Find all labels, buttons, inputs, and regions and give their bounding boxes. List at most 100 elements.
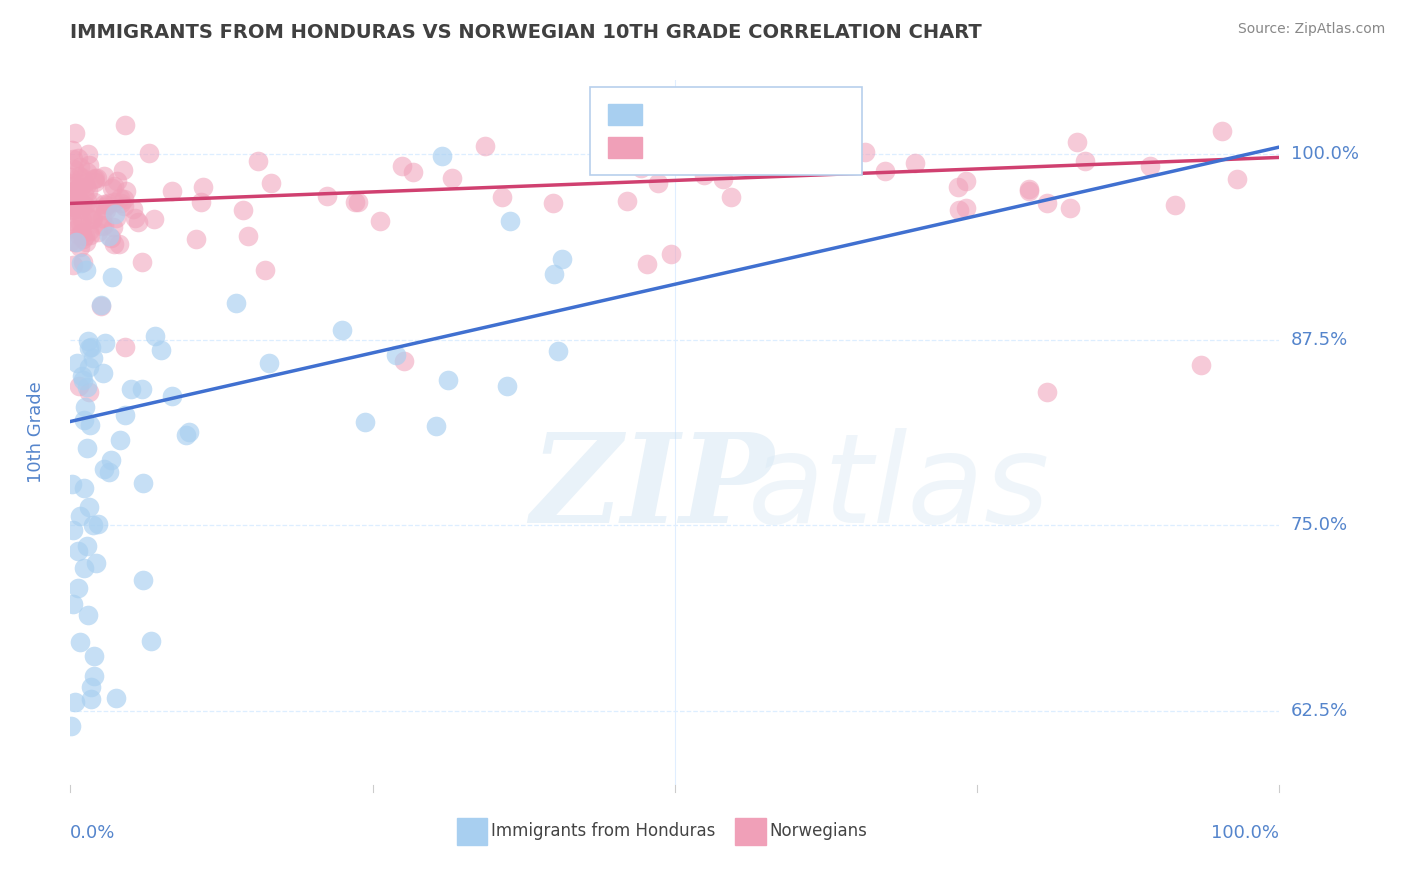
Point bbox=[62, 184, 84, 198]
Point bbox=[76, 608, 98, 623]
Point bbox=[76, 146, 98, 161]
Point bbox=[551, 252, 574, 266]
Text: 10th Grade: 10th Grade bbox=[28, 382, 45, 483]
Point bbox=[75, 262, 97, 277]
Text: Immigrants from Honduras: Immigrants from Honduras bbox=[491, 822, 716, 840]
Point bbox=[70, 213, 93, 227]
Point bbox=[955, 173, 977, 187]
Point bbox=[82, 517, 104, 532]
Text: atlas: atlas bbox=[748, 428, 1049, 549]
Point bbox=[70, 180, 93, 194]
Point bbox=[70, 227, 93, 241]
Point bbox=[96, 195, 118, 210]
Point bbox=[474, 139, 496, 153]
Point bbox=[946, 180, 969, 194]
Point bbox=[315, 188, 337, 202]
Point bbox=[344, 194, 367, 209]
Point bbox=[122, 202, 145, 216]
Point bbox=[76, 539, 98, 553]
Point bbox=[103, 195, 125, 210]
Point bbox=[60, 234, 83, 248]
Point bbox=[86, 170, 108, 185]
Point bbox=[98, 229, 121, 244]
Point bbox=[149, 343, 172, 357]
Bar bbox=[609, 103, 643, 125]
Text: Source: ZipAtlas.com: Source: ZipAtlas.com bbox=[1237, 22, 1385, 37]
Point bbox=[60, 214, 83, 228]
Point bbox=[90, 300, 112, 314]
Point bbox=[73, 412, 96, 426]
Point bbox=[97, 465, 120, 479]
Point bbox=[131, 255, 153, 269]
Point bbox=[1226, 171, 1249, 186]
Point bbox=[80, 691, 103, 706]
Text: 62.5%: 62.5% bbox=[1291, 702, 1348, 720]
Point bbox=[636, 257, 658, 271]
Point bbox=[103, 179, 125, 194]
Point bbox=[60, 144, 83, 158]
Point bbox=[100, 452, 122, 467]
Point bbox=[69, 216, 91, 230]
Point bbox=[63, 161, 86, 176]
Point bbox=[83, 649, 105, 664]
Point bbox=[124, 211, 146, 226]
Text: N = 72: N = 72 bbox=[775, 105, 842, 123]
Point bbox=[225, 295, 247, 310]
Bar bbox=[609, 136, 643, 158]
Point bbox=[72, 232, 94, 246]
Point bbox=[138, 145, 160, 160]
Point bbox=[1189, 359, 1212, 373]
Point bbox=[80, 680, 103, 694]
Point bbox=[91, 219, 114, 234]
Point bbox=[93, 462, 115, 476]
Text: N = 151: N = 151 bbox=[775, 138, 855, 156]
Point bbox=[79, 341, 101, 355]
Text: 100.0%: 100.0% bbox=[1212, 823, 1279, 842]
Point bbox=[69, 240, 91, 254]
Point bbox=[66, 581, 89, 595]
Point bbox=[77, 500, 100, 515]
Point bbox=[101, 181, 124, 195]
Text: Norwegians: Norwegians bbox=[769, 822, 868, 840]
Point bbox=[67, 227, 90, 242]
Point bbox=[73, 400, 96, 414]
FancyBboxPatch shape bbox=[591, 87, 862, 176]
Point bbox=[1018, 184, 1040, 198]
Point bbox=[83, 195, 105, 210]
Point bbox=[496, 379, 519, 393]
Point bbox=[160, 389, 183, 403]
Point bbox=[179, 425, 201, 439]
Point bbox=[499, 214, 522, 228]
Point bbox=[65, 199, 87, 213]
Point bbox=[65, 221, 87, 235]
Point bbox=[108, 237, 131, 252]
Bar bbox=[457, 818, 488, 845]
Point bbox=[1164, 197, 1187, 211]
Point bbox=[1059, 202, 1081, 216]
Point bbox=[67, 378, 90, 392]
Point bbox=[82, 211, 104, 226]
Point bbox=[76, 379, 98, 393]
Point bbox=[661, 247, 683, 261]
Point bbox=[547, 344, 569, 359]
Point bbox=[432, 148, 454, 162]
Point bbox=[77, 224, 100, 238]
Point bbox=[84, 170, 107, 185]
Point bbox=[72, 373, 94, 387]
Point bbox=[437, 373, 460, 387]
Point bbox=[904, 156, 927, 170]
Point bbox=[60, 190, 83, 204]
Point bbox=[69, 160, 91, 174]
Point bbox=[693, 168, 716, 182]
Point bbox=[70, 169, 93, 184]
Point bbox=[66, 183, 89, 197]
Point bbox=[80, 207, 103, 221]
Point bbox=[260, 176, 283, 190]
Point bbox=[73, 561, 96, 575]
Point bbox=[425, 419, 447, 434]
Point bbox=[69, 256, 91, 270]
Point bbox=[131, 382, 153, 396]
Point bbox=[70, 197, 93, 211]
Point bbox=[543, 267, 565, 281]
Point bbox=[60, 190, 83, 204]
